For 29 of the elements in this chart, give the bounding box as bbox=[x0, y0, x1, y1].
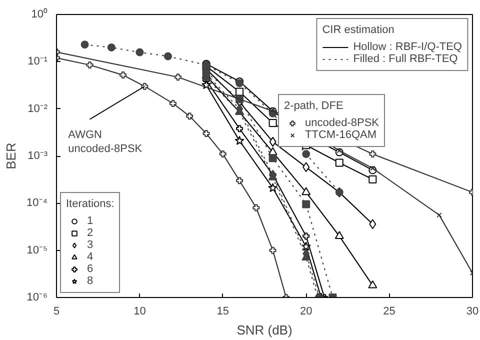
y-tick-label: 10⁻² bbox=[28, 102, 48, 115]
x-tick-label: 15 bbox=[216, 306, 230, 318]
y-tick-label: 10⁻¹ bbox=[28, 56, 48, 68]
x-tick-label: 20 bbox=[300, 306, 312, 318]
annotation: AWGN uncoded-8PSK bbox=[68, 128, 143, 155]
annotation: Hollow : RBF-I/Q-TEQ bbox=[353, 41, 462, 53]
annotation: CIR estimation bbox=[322, 24, 396, 36]
y-axis-title: BER bbox=[4, 142, 19, 170]
legend-label: 4 bbox=[87, 251, 94, 263]
legend-label: 1 bbox=[87, 215, 94, 227]
y-tick-label: 10⁻⁴ bbox=[26, 197, 48, 210]
legend-label: 2 bbox=[87, 227, 94, 239]
y-tick-label: 10⁻⁵ bbox=[26, 244, 48, 256]
annotation: 2-path, DFE bbox=[284, 100, 344, 112]
y-tick-label: 10⁻⁶ bbox=[26, 292, 48, 304]
x-tick-label: 25 bbox=[383, 306, 396, 318]
annotation: Filled : Full RBF-TEQ bbox=[353, 53, 458, 65]
legend-label: uncoded-8PSK bbox=[305, 117, 379, 129]
x-axis-title: SNR (dB) bbox=[236, 322, 292, 338]
y-tick-label: 10⁻³ bbox=[28, 150, 48, 162]
legend-label: TTCM-16QAM bbox=[305, 129, 376, 141]
legend-label: 3 bbox=[87, 239, 94, 251]
legend-label: 8 bbox=[87, 275, 94, 287]
y-tick-label: 10⁰ bbox=[31, 8, 48, 20]
legend-label: 6 bbox=[87, 263, 94, 275]
x-tick-label: 10 bbox=[134, 306, 146, 318]
legend-title: Iterations: bbox=[66, 198, 114, 210]
x-tick-label: 30 bbox=[466, 306, 479, 318]
x-tick-label: 5 bbox=[53, 306, 60, 318]
